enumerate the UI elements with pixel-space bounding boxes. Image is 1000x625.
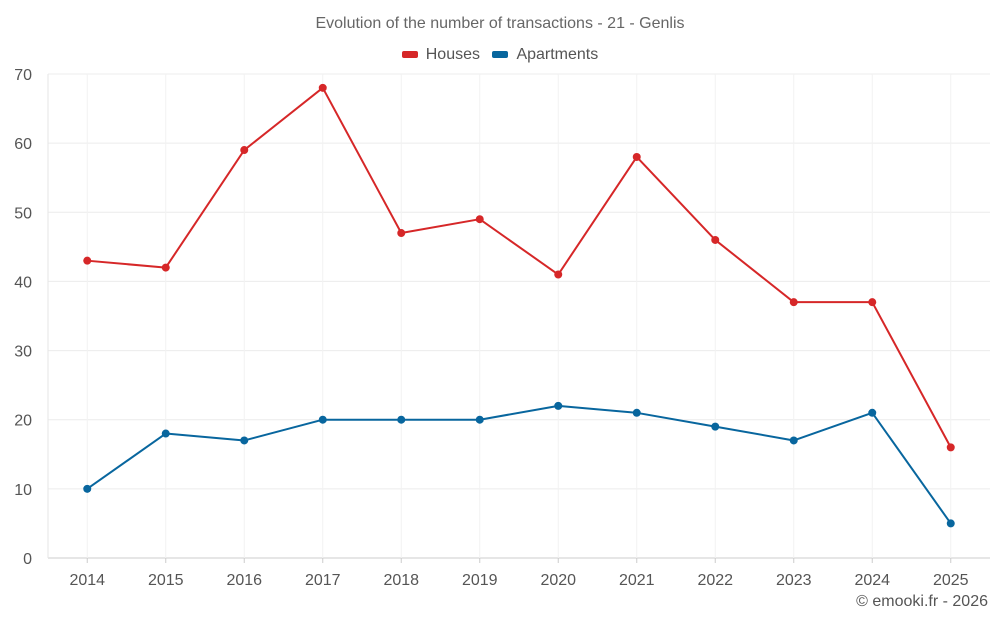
x-tick-label: 2015 xyxy=(148,572,184,589)
data-point-houses xyxy=(161,263,170,272)
data-point-apartments xyxy=(946,519,955,528)
series-line-apartments xyxy=(86,404,952,525)
data-point-houses xyxy=(83,256,92,265)
data-point-apartments xyxy=(789,436,798,445)
y-tick-label: 30 xyxy=(14,344,32,361)
data-point-apartments xyxy=(318,415,327,424)
legend-label-houses: Houses xyxy=(425,45,480,63)
data-point-houses xyxy=(397,229,406,238)
x-tick-label: 2017 xyxy=(305,572,341,589)
y-tick-label: 10 xyxy=(14,482,32,499)
legend-item-apartments[interactable]: Apartments xyxy=(492,46,598,64)
grid xyxy=(48,73,990,559)
data-point-houses xyxy=(475,215,484,224)
x-tick-label: 2022 xyxy=(697,572,733,589)
data-point-houses xyxy=(946,443,955,452)
x-tick-label: 2016 xyxy=(226,572,262,589)
x-tick-label: 2023 xyxy=(776,572,812,589)
data-point-houses xyxy=(789,298,798,307)
data-point-apartments xyxy=(868,408,877,417)
y-tick-label: 50 xyxy=(14,205,32,222)
x-tick-label: 2018 xyxy=(383,572,419,589)
x-tick-label: 2014 xyxy=(69,572,105,589)
y-tick-label: 20 xyxy=(14,413,32,430)
x-tick-label: 2024 xyxy=(854,572,890,589)
series-line-houses xyxy=(87,86,952,448)
data-point-apartments xyxy=(475,415,484,424)
data-point-houses xyxy=(632,152,641,161)
data-point-houses xyxy=(554,270,563,279)
legend-swatch-houses xyxy=(401,51,418,58)
data-point-houses xyxy=(711,235,720,244)
data-point-apartments xyxy=(632,408,641,417)
y-tick-label: 40 xyxy=(14,274,32,291)
data-point-houses xyxy=(868,298,877,307)
x-tick-label: 2025 xyxy=(933,572,969,589)
legend-swatch-apartments xyxy=(492,51,509,58)
data-point-apartments xyxy=(397,415,406,424)
x-tick-label: 2021 xyxy=(619,572,655,589)
data-point-apartments xyxy=(240,436,249,445)
y-tick-label: 60 xyxy=(14,136,32,153)
data-point-apartments xyxy=(711,422,720,431)
credit-text: © emooki.fr - 2026 xyxy=(856,593,988,610)
data-point-apartments xyxy=(554,401,563,410)
legend-label-apartments: Apartments xyxy=(516,45,599,63)
axes: 0 10 20 30 40 50 60 70 2014 2015 2016 2017 2018 2019 2… xyxy=(14,67,968,589)
y-tick-label: 0 xyxy=(23,551,32,568)
legend: Houses Apartments xyxy=(0,45,1000,64)
data-point-apartments xyxy=(83,484,92,493)
series-layer xyxy=(83,83,955,528)
x-tick-label: 2020 xyxy=(540,572,576,589)
data-point-houses xyxy=(240,146,249,155)
x-tick-label: 2019 xyxy=(462,572,498,589)
data-point-apartments xyxy=(161,429,170,438)
legend-item-houses[interactable]: Houses xyxy=(401,45,480,64)
chart-title: Evolution of the number of transactions … xyxy=(315,15,685,32)
y-tick-label: 70 xyxy=(14,67,32,84)
data-point-houses xyxy=(318,83,327,92)
